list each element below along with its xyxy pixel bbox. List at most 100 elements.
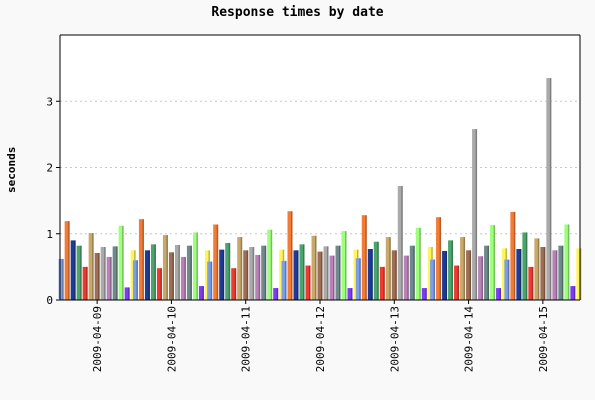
bar-body	[496, 288, 502, 300]
bar	[88, 233, 94, 300]
bar-shade	[62, 258, 64, 300]
bar-shade	[451, 240, 454, 300]
bar-body	[355, 258, 361, 300]
bar-shade	[285, 260, 287, 300]
bar-body	[385, 237, 391, 300]
bar-shade	[98, 252, 100, 300]
bar	[64, 221, 70, 300]
bar-shade	[469, 250, 472, 300]
bar-shade	[246, 250, 249, 300]
bar-shade	[345, 231, 347, 300]
bar-body	[484, 245, 490, 300]
bar-body	[124, 287, 130, 300]
bar-shade	[202, 286, 204, 300]
bar-body	[415, 227, 421, 300]
bar	[472, 129, 478, 300]
bar-body	[156, 268, 162, 300]
bar-shade	[258, 254, 261, 300]
bar	[144, 250, 150, 300]
bar-body	[162, 235, 168, 300]
bar-shade	[425, 288, 427, 300]
bar	[367, 248, 373, 300]
bar-body	[516, 248, 522, 300]
bar-body	[213, 224, 219, 300]
bar	[397, 186, 403, 300]
bar-body	[138, 219, 144, 300]
bar-body	[112, 246, 118, 300]
bar-body	[361, 215, 367, 300]
bar	[385, 237, 391, 300]
bar-shade	[184, 256, 186, 300]
bar-shade	[507, 259, 510, 300]
bar-shade	[178, 245, 180, 300]
bar	[335, 245, 341, 300]
bar-body	[219, 249, 225, 300]
bar-shade	[92, 233, 94, 300]
bar	[510, 211, 516, 300]
bar-shade	[291, 211, 293, 300]
bar-shade	[315, 235, 317, 300]
bar-shade	[475, 129, 478, 300]
bar-shade	[543, 247, 546, 300]
bar	[255, 254, 261, 300]
bar-shade	[68, 221, 70, 300]
bar-shade	[487, 245, 490, 300]
bar	[311, 235, 317, 300]
bar	[273, 288, 279, 300]
bar-body	[373, 241, 379, 300]
bar-shade	[222, 249, 225, 300]
x-tick-label: 2009-04-11	[240, 306, 253, 372]
bar-body	[421, 288, 427, 300]
bar-shade	[481, 256, 484, 300]
bar-shade	[80, 245, 82, 300]
bar	[347, 288, 353, 300]
bar-shade	[401, 186, 403, 300]
bar	[118, 225, 124, 300]
bar	[484, 245, 490, 300]
bar-body	[94, 252, 100, 300]
bar-body	[186, 245, 192, 300]
bar	[576, 248, 582, 300]
bar-shade	[537, 238, 540, 300]
bar	[261, 245, 267, 300]
bar	[436, 217, 442, 300]
bar	[213, 224, 219, 300]
bar-shade	[104, 247, 106, 300]
bar-shade	[327, 246, 329, 300]
bar	[540, 247, 546, 300]
bar-body	[299, 244, 305, 300]
bar	[186, 245, 192, 300]
bar	[534, 238, 540, 300]
bar	[198, 286, 204, 300]
bar-body	[255, 254, 261, 300]
bar-shade	[351, 288, 353, 300]
bar-shade	[190, 245, 192, 300]
bar-shade	[549, 78, 552, 300]
bar-body	[570, 286, 576, 300]
bar	[504, 259, 510, 300]
x-tick-label: 2009-04-14	[463, 306, 476, 373]
bar	[76, 245, 82, 300]
bar	[82, 266, 88, 300]
bar	[323, 246, 329, 300]
bar-shade	[567, 224, 570, 300]
bar	[478, 256, 484, 300]
bar	[162, 235, 168, 300]
bar	[460, 237, 466, 300]
bar	[373, 241, 379, 300]
x-tick-label: 2009-04-13	[388, 306, 401, 372]
bar-body	[88, 233, 94, 300]
bar-shade	[148, 250, 150, 300]
bar-shade	[309, 265, 311, 300]
bar	[281, 260, 287, 300]
bar-shade	[371, 248, 373, 300]
bar	[490, 225, 496, 300]
bar-shade	[160, 268, 162, 300]
bar-body	[293, 250, 299, 300]
bar-shade	[142, 219, 144, 300]
bar	[287, 211, 293, 300]
bar	[496, 288, 502, 300]
bar-shade	[297, 250, 299, 300]
bar-body	[454, 265, 460, 300]
bar-shade	[413, 245, 415, 300]
